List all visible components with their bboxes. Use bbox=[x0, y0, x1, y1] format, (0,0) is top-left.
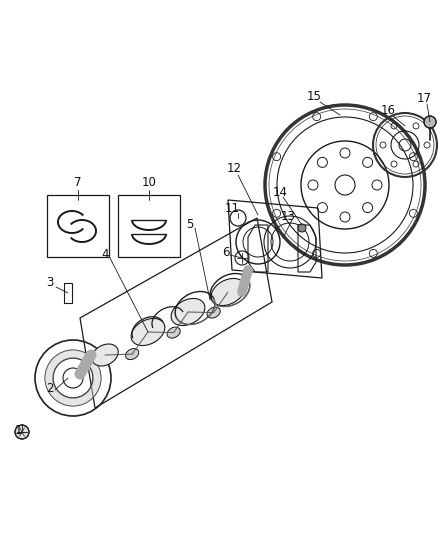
Wedge shape bbox=[45, 350, 101, 406]
Text: 11: 11 bbox=[225, 201, 240, 214]
Text: 17: 17 bbox=[417, 92, 431, 104]
Text: 10: 10 bbox=[141, 176, 156, 190]
Text: 13: 13 bbox=[281, 211, 296, 223]
Ellipse shape bbox=[131, 318, 165, 345]
Bar bbox=[47, 195, 109, 257]
Text: 1: 1 bbox=[14, 424, 22, 437]
Text: 4: 4 bbox=[101, 248, 109, 262]
Text: 5: 5 bbox=[186, 219, 194, 231]
Circle shape bbox=[15, 425, 29, 439]
Bar bbox=[118, 195, 180, 257]
Text: 7: 7 bbox=[74, 176, 82, 190]
Text: 14: 14 bbox=[272, 185, 287, 198]
Text: 2: 2 bbox=[46, 382, 54, 394]
Text: 16: 16 bbox=[381, 103, 396, 117]
Circle shape bbox=[424, 116, 436, 128]
Ellipse shape bbox=[171, 298, 205, 326]
Ellipse shape bbox=[92, 344, 118, 366]
Ellipse shape bbox=[167, 327, 180, 338]
Text: 12: 12 bbox=[226, 161, 241, 174]
Text: 3: 3 bbox=[46, 276, 54, 288]
Text: 6: 6 bbox=[222, 246, 230, 259]
Ellipse shape bbox=[211, 278, 245, 305]
Text: 15: 15 bbox=[307, 90, 321, 102]
Circle shape bbox=[298, 224, 306, 232]
Ellipse shape bbox=[207, 307, 220, 318]
Ellipse shape bbox=[126, 349, 139, 360]
Bar bbox=[64, 283, 72, 303]
